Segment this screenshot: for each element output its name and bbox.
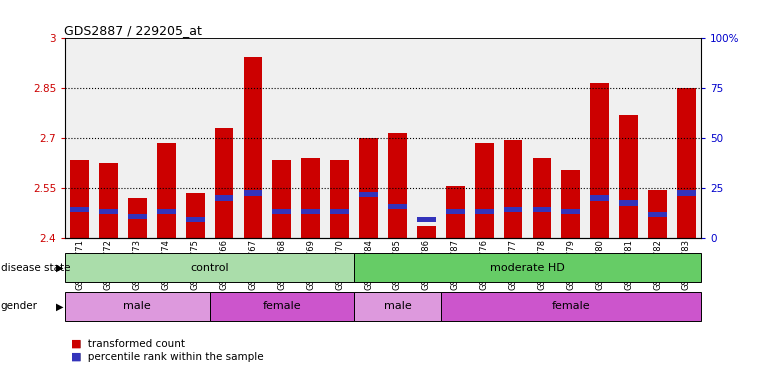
Bar [267, 38, 296, 238]
Bar [359, 192, 378, 197]
Bar [672, 38, 701, 238]
Bar [677, 88, 696, 238]
Bar [70, 160, 89, 238]
Bar [186, 217, 205, 222]
Bar [417, 217, 436, 222]
Bar [470, 38, 499, 238]
Bar [643, 38, 672, 238]
Bar [99, 209, 118, 214]
Bar [561, 209, 580, 214]
Bar [504, 140, 522, 238]
Bar [648, 190, 667, 238]
Text: ▶: ▶ [56, 263, 64, 273]
Bar [354, 292, 440, 321]
Text: moderate HD: moderate HD [490, 263, 565, 273]
Bar [244, 57, 262, 238]
Bar [388, 204, 407, 209]
Text: ■: ■ [71, 339, 82, 349]
Bar [528, 38, 556, 238]
Bar [65, 38, 94, 238]
Bar [181, 38, 210, 238]
Bar [532, 158, 552, 238]
Bar [123, 38, 152, 238]
Bar [157, 209, 175, 214]
Bar [152, 38, 181, 238]
Bar [210, 38, 238, 238]
Bar [440, 292, 701, 321]
Bar [619, 200, 638, 206]
Bar [383, 38, 412, 238]
Text: male: male [384, 301, 411, 311]
Bar [532, 207, 552, 212]
Bar [446, 209, 465, 214]
Bar [499, 38, 528, 238]
Bar [619, 115, 638, 238]
Bar [296, 38, 326, 238]
Text: disease state: disease state [1, 263, 70, 273]
Text: female: female [263, 301, 301, 311]
Bar [244, 190, 262, 196]
Text: GDS2887 / 229205_at: GDS2887 / 229205_at [64, 24, 201, 37]
Bar [186, 193, 205, 238]
Text: male: male [123, 301, 151, 311]
Text: female: female [552, 301, 590, 311]
Text: ▶: ▶ [56, 301, 64, 311]
Bar [70, 207, 89, 212]
Bar [417, 227, 436, 238]
Bar [412, 38, 440, 238]
Bar [214, 128, 234, 238]
Bar [388, 133, 407, 238]
Bar [504, 207, 522, 212]
Bar [585, 38, 614, 238]
Bar [273, 209, 291, 214]
Bar [561, 170, 580, 238]
Bar [359, 138, 378, 238]
Bar [214, 195, 234, 201]
Bar [326, 38, 354, 238]
Bar [65, 253, 354, 282]
Bar [354, 38, 383, 238]
Bar [354, 253, 701, 282]
Bar [301, 158, 320, 238]
Bar [591, 195, 609, 201]
Text: ■  transformed count: ■ transformed count [65, 339, 185, 349]
Bar [128, 198, 147, 238]
Bar [330, 160, 349, 238]
Bar [591, 83, 609, 238]
Bar [446, 187, 465, 238]
Text: ■: ■ [71, 352, 82, 362]
Bar [273, 160, 291, 238]
Bar [65, 292, 210, 321]
Text: ■  percentile rank within the sample: ■ percentile rank within the sample [65, 352, 264, 362]
Bar [648, 212, 667, 217]
Bar [301, 209, 320, 214]
Bar [475, 209, 493, 214]
Bar [677, 190, 696, 196]
Bar [614, 38, 643, 238]
Text: gender: gender [1, 301, 38, 311]
Bar [330, 209, 349, 214]
Bar [210, 292, 354, 321]
Bar [94, 38, 123, 238]
Bar [556, 38, 585, 238]
Bar [238, 38, 267, 238]
Bar [157, 143, 175, 238]
Text: control: control [190, 263, 229, 273]
Bar [99, 163, 118, 238]
Bar [440, 38, 470, 238]
Bar [475, 143, 493, 238]
Bar [128, 214, 147, 219]
